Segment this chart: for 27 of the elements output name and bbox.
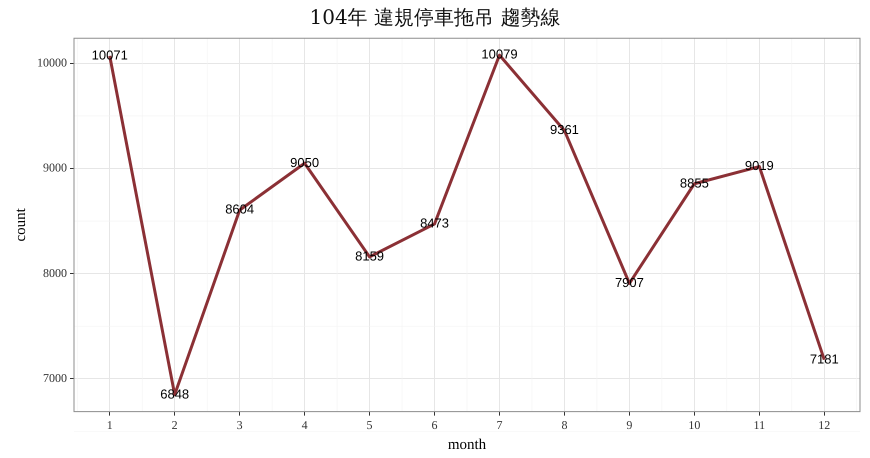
data-label: 8159 <box>355 248 384 264</box>
x-tick-label: 11 <box>754 418 766 432</box>
data-label: 7907 <box>614 274 644 290</box>
chart-title: 104年 違規停車拖吊 趨勢線 <box>308 4 562 31</box>
x-tick-label: 2 <box>172 418 178 432</box>
y-tick-label: 10000 <box>37 56 67 70</box>
data-label: 9019 <box>744 158 774 174</box>
x-tick-label: 12 <box>818 418 830 432</box>
x-axis-title: month <box>448 436 487 453</box>
y-tick-label: 7000 <box>43 370 67 385</box>
data-label: 10079 <box>481 46 518 62</box>
y-tick-label: 9000 <box>43 160 67 175</box>
x-tick-label: 10 <box>688 418 700 432</box>
x-tick-label: 5 <box>366 418 373 432</box>
x-tick-label: 3 <box>236 418 243 432</box>
data-label: 7181 <box>810 351 839 366</box>
data-label: 6848 <box>160 386 190 402</box>
data-label: 9050 <box>290 154 320 170</box>
x-tick-label: 8 <box>561 418 568 432</box>
y-tick-label: 8000 <box>43 266 67 280</box>
x-tick-label: 7 <box>496 418 502 432</box>
x-tick-label: 6 <box>432 418 438 432</box>
x-tick-label: 4 <box>302 418 308 432</box>
y-axis-title: count <box>12 207 29 242</box>
x-tick-label: 9 <box>626 418 632 432</box>
data-label: 10071 <box>92 48 128 63</box>
x-tick-label: 1 <box>106 418 113 432</box>
